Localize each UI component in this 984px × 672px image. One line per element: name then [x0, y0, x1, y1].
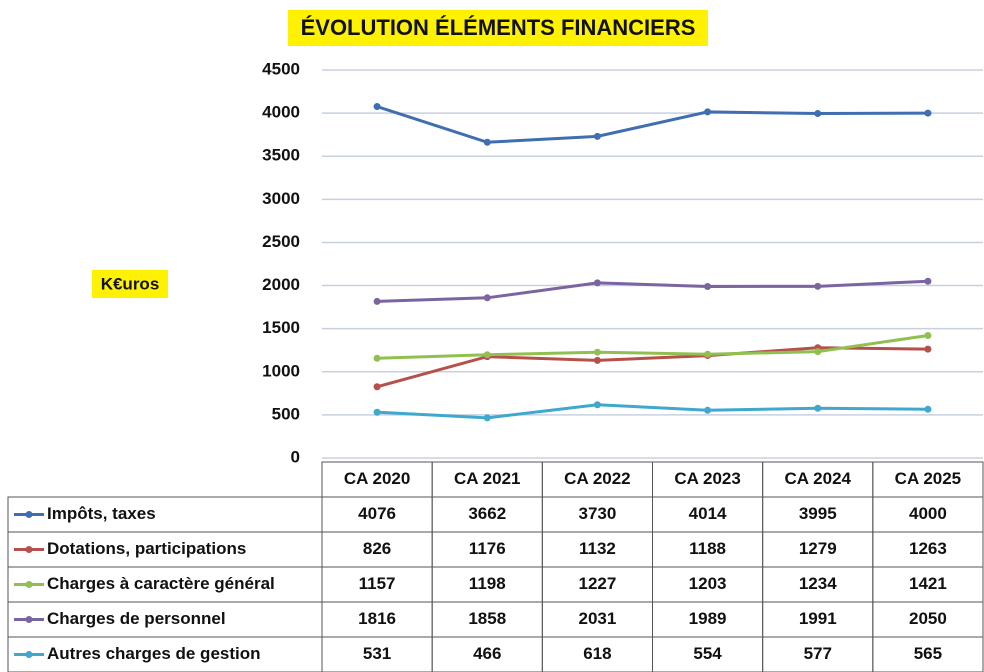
title-highlight [288, 10, 708, 46]
table-value: 3995 [799, 504, 837, 523]
table-value: 1198 [469, 574, 506, 593]
x-tick-label: CA 2021 [454, 469, 520, 488]
table-value: 2031 [579, 609, 617, 628]
table-value: 4014 [689, 504, 727, 523]
legend-label: Dotations, participations [47, 539, 246, 558]
table-value: 565 [914, 644, 942, 663]
x-tick-label: CA 2025 [895, 469, 961, 488]
y-tick-label: 0 [291, 447, 300, 466]
table-value: 2050 [909, 609, 947, 628]
data-point [814, 282, 822, 290]
data-point [483, 351, 491, 359]
x-tick-label: CA 2024 [785, 469, 852, 488]
legend-label: Impôts, taxes [47, 504, 156, 523]
table-value: 1157 [359, 574, 396, 593]
table-value: 1421 [909, 574, 947, 593]
data-point [373, 297, 381, 305]
y-tick-label: 3000 [262, 189, 300, 208]
series-line [377, 279, 928, 303]
table-cell [872, 636, 984, 672]
data-point [593, 356, 601, 364]
data-point [814, 110, 822, 118]
x-tick-label: CA 2020 [344, 469, 410, 488]
y-tick-label: 2000 [262, 275, 300, 294]
table-value: 1989 [689, 609, 727, 628]
table-value: 3662 [468, 504, 506, 523]
y-tick-label: 1500 [262, 318, 300, 337]
y-tick-label: 4000 [262, 103, 300, 122]
table-value: 466 [473, 644, 501, 663]
data-point [704, 108, 712, 116]
data-point [593, 279, 601, 287]
data-point [924, 345, 932, 353]
data-point [704, 350, 712, 358]
data-point [483, 138, 491, 146]
data-point [704, 406, 712, 414]
table-value: 1227 [579, 574, 617, 593]
table-value: 1188 [689, 539, 726, 558]
table-value: 1991 [799, 609, 837, 628]
chart-title: ÉVOLUTION ÉLÉMENTS FINANCIERS [301, 15, 696, 40]
table-value: 826 [363, 539, 391, 558]
data-point [483, 414, 491, 422]
y-label-highlight [92, 270, 168, 298]
y-tick-label: 500 [272, 404, 300, 423]
legend-label: Autres charges de gestion [47, 644, 261, 663]
x-tick-label: CA 2022 [564, 469, 630, 488]
data-point [924, 331, 932, 339]
series-line [377, 333, 929, 360]
legend-marker [25, 511, 33, 518]
y-tick-label: 1000 [262, 361, 300, 380]
table-value: 1263 [909, 539, 947, 558]
data-point [593, 132, 601, 140]
table-value: 1858 [468, 609, 506, 628]
legend-label: Charges de personnel [47, 609, 226, 628]
table-value: 618 [583, 644, 611, 663]
data-point [814, 404, 822, 412]
table-value: 554 [693, 644, 722, 663]
data-point [483, 294, 491, 302]
data-point [924, 405, 932, 413]
table-value: 4076 [358, 504, 396, 523]
table-value: 1203 [689, 574, 727, 593]
data-point [373, 383, 381, 391]
y-tick-label: 3500 [262, 146, 300, 165]
data-point [373, 408, 381, 416]
data-point [924, 277, 932, 285]
table-value: 1132 [579, 539, 616, 558]
table-value: 577 [804, 644, 832, 663]
y-tick-label: 4500 [262, 59, 300, 78]
legend-marker [25, 581, 33, 588]
series-line [377, 403, 928, 420]
table-value: 1234 [799, 574, 837, 593]
legend-marker [25, 651, 33, 658]
table-value: 3730 [579, 504, 617, 523]
data-point [924, 109, 932, 117]
y-tick-label: 2500 [262, 232, 300, 251]
table-value: 1176 [469, 539, 506, 558]
table-value: 1816 [358, 609, 396, 628]
table-value: 1279 [799, 539, 837, 558]
data-point [814, 348, 822, 356]
legend-marker [25, 616, 33, 623]
legend-marker [25, 546, 33, 553]
y-axis-label: K€uros [101, 274, 160, 293]
data-point [373, 103, 381, 111]
data-point [593, 348, 601, 356]
series-line [376, 105, 928, 144]
data-point [373, 354, 381, 362]
x-tick-label: CA 2023 [674, 469, 740, 488]
data-point [704, 283, 712, 291]
table-value: 531 [363, 644, 391, 663]
data-point [593, 401, 601, 409]
legend-label: Charges à caractère général [47, 574, 275, 593]
table-value: 4000 [909, 504, 947, 523]
